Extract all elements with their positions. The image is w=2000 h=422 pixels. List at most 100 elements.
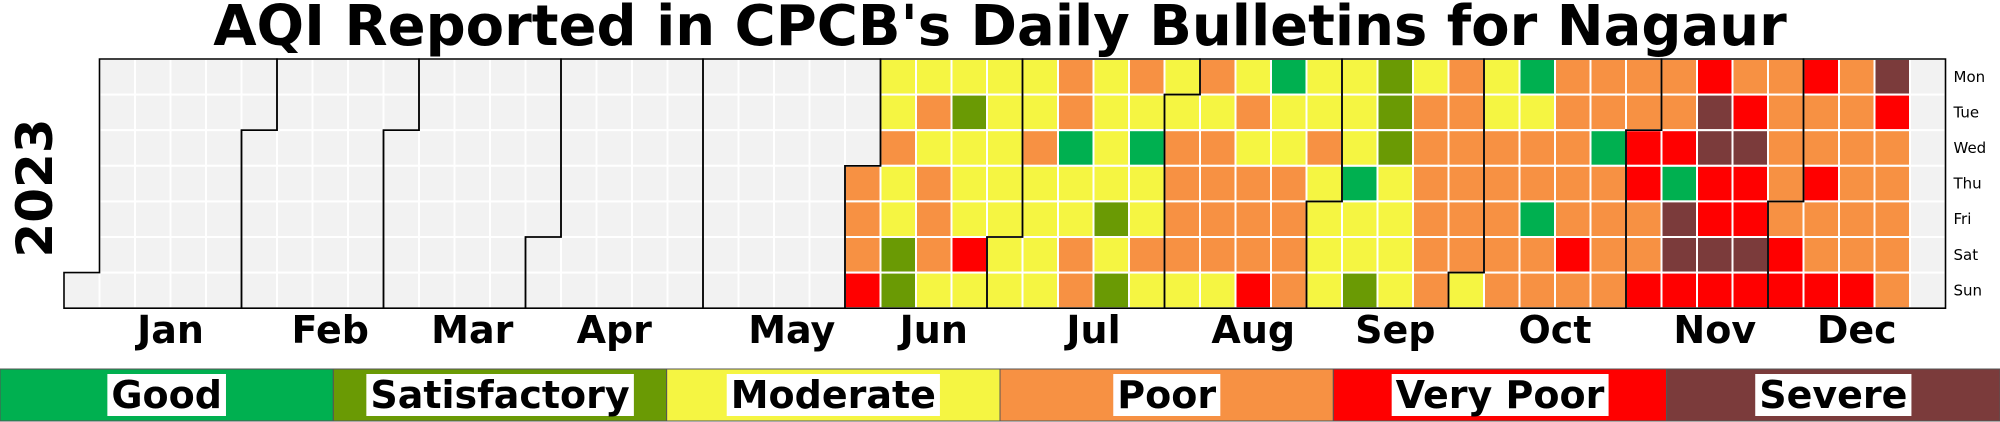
day-cell — [1731, 236, 1769, 274]
day-cell — [595, 236, 633, 274]
month-label: May — [748, 308, 835, 352]
day-cell — [1802, 129, 1840, 167]
day-cell — [1092, 93, 1130, 132]
day-cell — [453, 164, 491, 203]
day-cell — [311, 129, 349, 167]
day-cell — [276, 200, 314, 238]
month-outline — [1767, 58, 1947, 309]
day-cell — [737, 164, 775, 203]
day-cell — [205, 164, 243, 203]
day-cell — [1802, 93, 1840, 132]
day-cell — [1589, 236, 1627, 274]
day-cell — [98, 271, 136, 310]
day-cell — [560, 236, 598, 274]
day-cell — [276, 93, 314, 132]
day-cell — [1305, 129, 1343, 167]
day-cell — [1731, 93, 1769, 132]
day-cell — [560, 58, 598, 96]
day-cell — [276, 236, 314, 274]
day-cell — [737, 58, 775, 96]
day-cell — [1376, 129, 1414, 167]
legend-label-box — [1113, 374, 1221, 416]
day-cell — [808, 271, 846, 310]
legend-label-box — [366, 374, 634, 416]
day-cell — [702, 58, 740, 96]
day-cell — [418, 271, 456, 310]
day-cell — [524, 58, 562, 96]
day-cell — [1696, 236, 1734, 274]
day-cell — [347, 236, 385, 274]
day-cell — [1909, 271, 1947, 310]
day-cell — [1767, 271, 1805, 310]
day-cell — [418, 164, 456, 203]
month-label: Feb — [292, 308, 369, 352]
day-cell — [808, 129, 846, 167]
day-cell — [240, 200, 278, 238]
day-cell — [1305, 164, 1343, 203]
day-cell — [631, 164, 669, 203]
day-cell — [986, 93, 1024, 132]
day-cell — [844, 58, 882, 96]
day-cell — [169, 164, 207, 203]
day-cell — [1057, 271, 1095, 310]
month-label: Nov — [1673, 308, 1756, 352]
day-cell — [382, 164, 420, 203]
day-cell — [1128, 236, 1166, 274]
month-label: Dec — [1817, 308, 1897, 352]
day-cell — [418, 236, 456, 274]
day-cell — [489, 129, 527, 167]
day-cell — [702, 200, 740, 238]
day-cell — [879, 236, 917, 274]
day-cell — [595, 164, 633, 203]
day-cell — [737, 200, 775, 238]
day-cell — [1696, 93, 1734, 132]
day-cell — [1625, 164, 1663, 203]
legend-label-box — [107, 374, 226, 416]
day-cell — [1838, 164, 1876, 203]
day-cell — [205, 58, 243, 96]
day-cell — [986, 200, 1024, 238]
day-cell — [915, 236, 953, 274]
day-cell — [1057, 93, 1095, 132]
month-label: Sep — [1355, 308, 1435, 352]
day-cell — [666, 271, 704, 310]
day-cell — [1092, 271, 1130, 310]
day-cell — [1873, 93, 1911, 132]
day-cell — [1483, 200, 1521, 238]
day-cell — [276, 164, 314, 203]
day-cell — [1909, 200, 1947, 238]
day-cell — [1057, 200, 1095, 238]
day-cell — [382, 236, 420, 274]
day-cell — [1873, 58, 1911, 96]
day-cell — [1696, 200, 1734, 238]
day-cell — [1838, 129, 1876, 167]
day-cell — [631, 200, 669, 238]
day-cell — [1447, 164, 1485, 203]
day-cell — [205, 129, 243, 167]
day-cell — [666, 236, 704, 274]
legend-label: Satisfactory — [370, 373, 630, 417]
day-cell — [1660, 58, 1698, 96]
day-cell — [98, 58, 136, 96]
day-cell — [311, 58, 349, 96]
day-cell — [1021, 129, 1059, 167]
day-cell — [489, 58, 527, 96]
day-cell — [950, 271, 988, 310]
day-cell — [134, 93, 172, 132]
month-outlines — [63, 58, 1947, 309]
day-cell — [950, 200, 988, 238]
legend-label: Good — [111, 373, 222, 417]
day-cell — [560, 164, 598, 203]
day-cell — [1447, 271, 1485, 310]
day-cell — [595, 200, 633, 238]
day-cell — [1199, 93, 1237, 132]
day-cell — [1873, 129, 1911, 167]
day-cell — [950, 129, 988, 167]
day-cell — [1589, 129, 1627, 167]
day-cell — [915, 271, 953, 310]
day-cell — [1092, 58, 1130, 96]
day-cell — [524, 164, 562, 203]
day-cell — [844, 93, 882, 132]
day-cell — [1092, 164, 1130, 203]
day-cell — [1802, 236, 1840, 274]
